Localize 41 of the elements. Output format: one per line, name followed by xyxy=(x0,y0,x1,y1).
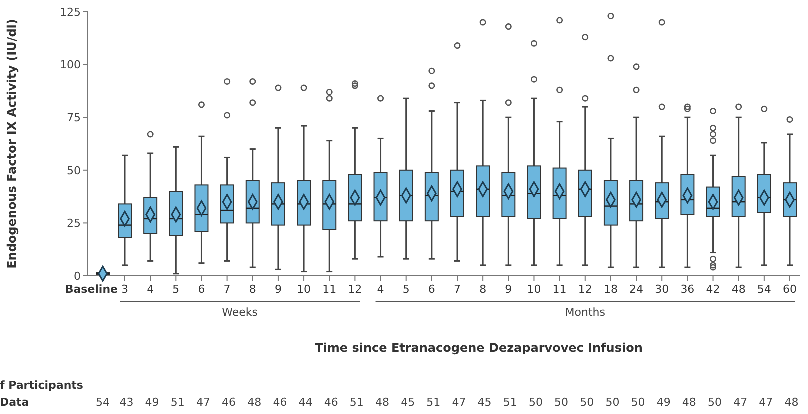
x-tick-label: 48 xyxy=(732,283,746,296)
x-tick-label: 30 xyxy=(655,283,670,296)
x-tick-label: 3 xyxy=(122,283,128,296)
x-tick-label: 5 xyxy=(402,283,410,296)
x-tick-label: 7 xyxy=(454,283,461,296)
x-axis-title: Time since Etranacogene Dezaparvovec Infusion xyxy=(315,341,643,355)
x-tick-label: 4 xyxy=(147,283,154,296)
x-tick-label: 5 xyxy=(172,283,180,296)
x-tick-label: 11 xyxy=(552,283,567,296)
x-tick-label: 6 xyxy=(428,283,436,296)
x-tick-label: 9 xyxy=(274,283,282,296)
x-tick-label: 18 xyxy=(604,283,618,296)
x-tick-label: 4 xyxy=(377,283,384,296)
y-tick-label: 50 xyxy=(67,164,81,178)
x-tick-label: 12 xyxy=(578,283,592,296)
y-tick-label: 0 xyxy=(74,270,81,283)
x-tick-label: 60 xyxy=(783,283,797,296)
text: Weeks xyxy=(222,306,258,319)
x-tick-label: 36 xyxy=(680,283,695,296)
x-tick-label: 54 xyxy=(757,283,772,296)
y-axis-title: Endogenous Factor IX Activity (IU/dl) xyxy=(5,19,19,269)
x-tick-label: Baseline xyxy=(65,283,118,296)
text: Months xyxy=(565,306,606,319)
x-tick-label: 8 xyxy=(249,283,256,296)
y-tick-label: 125 xyxy=(60,6,81,19)
x-tick-label: 6 xyxy=(198,283,206,296)
x-tick-label: 12 xyxy=(348,283,362,296)
text: f Participants xyxy=(0,379,84,392)
y-tick-label: 100 xyxy=(60,58,81,72)
x-tick-label: 8 xyxy=(480,283,487,296)
x-tick-label: 7 xyxy=(224,283,231,296)
x-tick-label: 11 xyxy=(322,283,337,296)
x-tick-label: 24 xyxy=(630,283,644,296)
text: 54 43 49 51 47 46 48 46 44 46 51 48 45 51 47 45 51 50 50 50 50 50 49 48 50 47 47 48 xyxy=(96,396,799,409)
x-tick-label: 42 xyxy=(706,283,720,296)
x-tick-label: 9 xyxy=(505,283,512,296)
x-tick-label: 10 xyxy=(297,283,312,296)
y-tick-label: 75 xyxy=(67,111,81,124)
x-tick-label: 10 xyxy=(527,283,542,296)
y-tick-label: 25 xyxy=(67,217,81,230)
text: Data xyxy=(0,396,30,409)
